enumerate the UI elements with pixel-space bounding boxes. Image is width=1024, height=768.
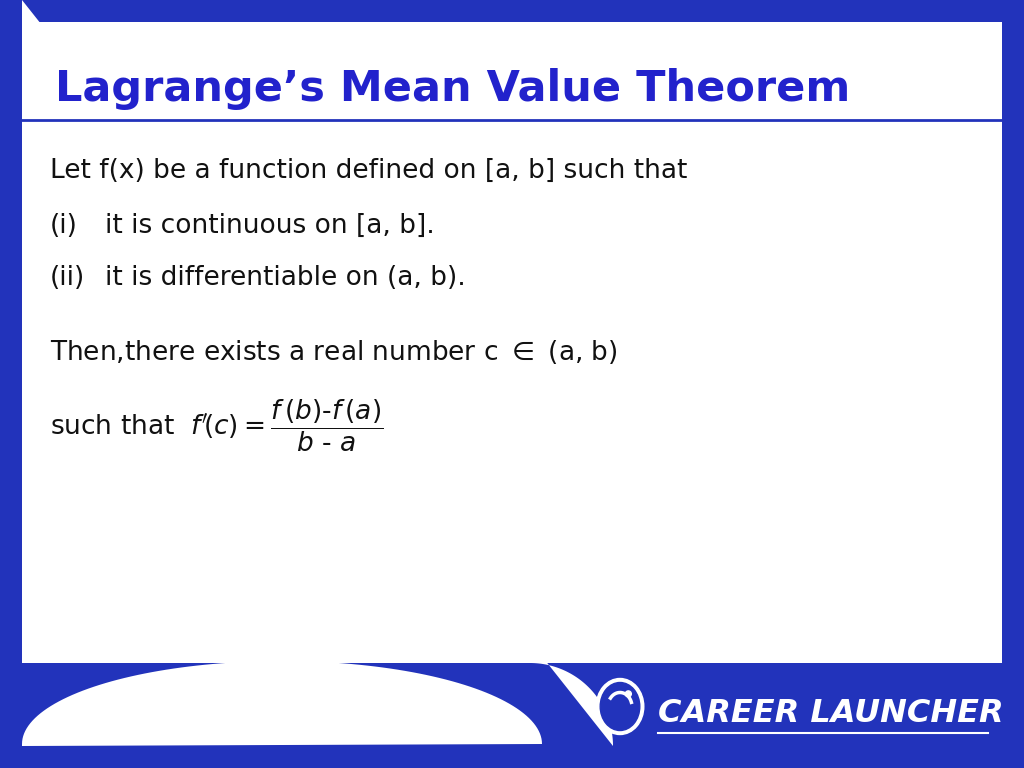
Text: (i): (i) — [50, 213, 78, 239]
Ellipse shape — [600, 683, 640, 730]
Text: such that  $\mathit{f}'\!(c) = \dfrac{\mathit{f}\,(b) \text{-} \mathit{f}\,(a)}{: such that $\mathit{f}'\!(c) = \dfrac{\ma… — [50, 398, 383, 454]
Polygon shape — [22, 0, 542, 746]
Text: Lagrange’s Mean Value Theorem: Lagrange’s Mean Value Theorem — [55, 68, 850, 110]
Text: it is differentiable on (a, b).: it is differentiable on (a, b). — [105, 265, 466, 291]
Circle shape — [626, 691, 632, 697]
Text: (ii): (ii) — [50, 265, 85, 291]
Text: it is continuous on [a, b].: it is continuous on [a, b]. — [105, 213, 435, 239]
Bar — [22, 22, 1002, 663]
Ellipse shape — [596, 678, 644, 734]
Text: Let f(x) be a function defined on [a, b] such that: Let f(x) be a function defined on [a, b]… — [50, 158, 687, 184]
Polygon shape — [22, 0, 613, 746]
Text: CAREER LAUNCHER: CAREER LAUNCHER — [658, 699, 1004, 730]
Text: Then,there exists a real number c $\in$ (a, b): Then,there exists a real number c $\in$ … — [50, 338, 617, 366]
